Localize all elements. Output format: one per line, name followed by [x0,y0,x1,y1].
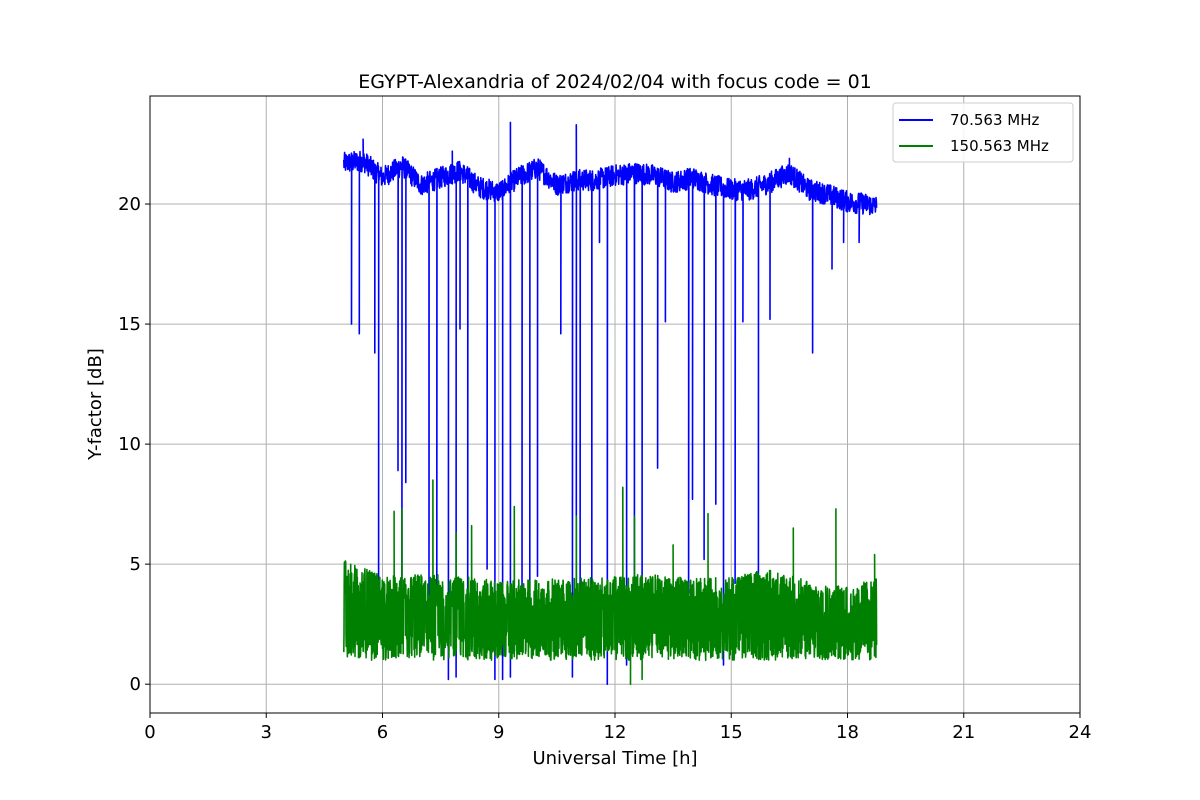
x-tick-label: 3 [261,722,272,743]
series-layer [343,121,878,685]
x-tick-label: 15 [720,722,743,743]
legend-label: 150.563 MHz [950,137,1049,155]
y-tick-label: 5 [130,554,141,575]
y-tick-label: 15 [118,314,141,335]
x-tick-label: 6 [377,722,388,743]
x-tick-label: 12 [604,722,627,743]
x-tick-label: 24 [1069,722,1092,743]
x-tick-label: 9 [493,722,504,743]
legend: 70.563 MHz 150.563 MHz [892,102,1074,163]
series-line-150mhz [343,479,878,685]
y-tick-label: 10 [118,434,141,455]
x-tick-label: 0 [144,722,155,743]
chart-title: EGYPT-Alexandria of 2024/02/04 with focu… [358,71,872,93]
series-line-70mhz [343,121,878,685]
legend-box [892,102,1074,163]
legend-label: 70.563 MHz [950,111,1039,129]
ticks: 0 3 6 9 12 15 18 21 24 0 5 10 15 20 [118,194,1091,743]
x-axis-label: Universal Time [h] [532,748,697,769]
y-axis-label: Y-factor [dB] [85,348,106,461]
x-tick-label: 18 [836,722,859,743]
y-tick-label: 20 [118,194,141,215]
y-tick-label: 0 [130,674,141,695]
x-tick-label: 21 [952,722,975,743]
